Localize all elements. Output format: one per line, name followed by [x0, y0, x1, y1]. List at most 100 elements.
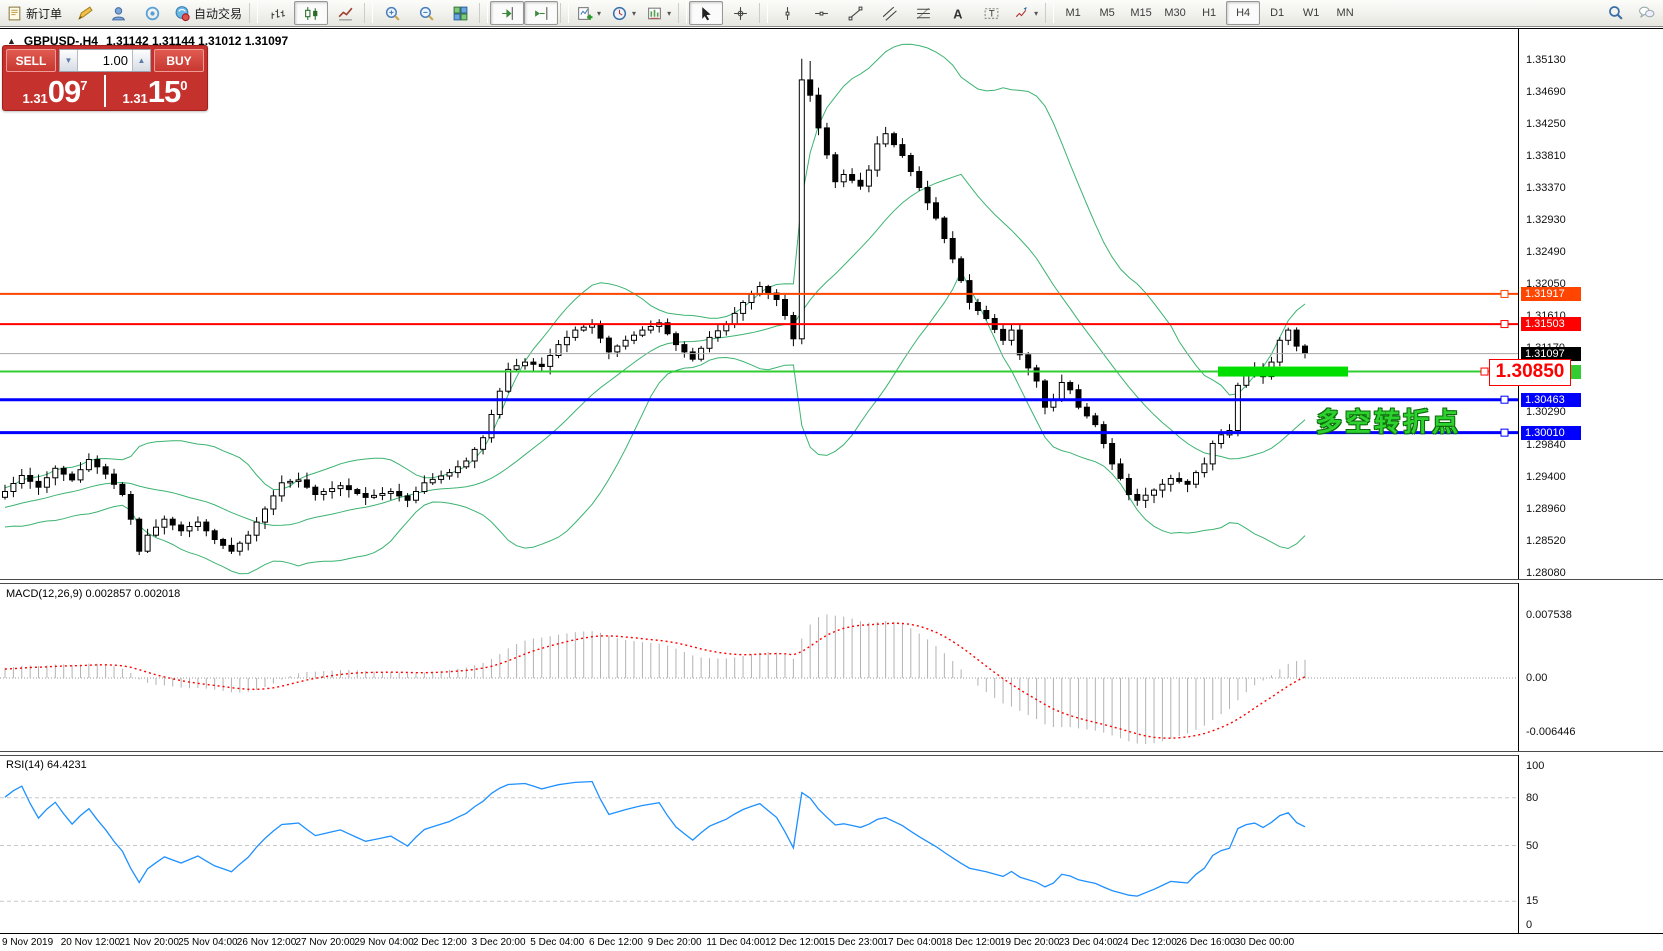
price-tick: 1.28960 [1526, 503, 1566, 515]
auto-trading-label: 自动交易 [194, 6, 243, 21]
arrows-icon [1013, 5, 1030, 22]
fibonacci-button[interactable] [906, 1, 940, 25]
sell-price[interactable]: 1.31 09 7 [6, 75, 106, 107]
indicators-dropdown-icon[interactable]: ▾ [597, 8, 602, 18]
time-label: 19 Dec 20:00 [999, 937, 1060, 948]
line-chart-icon [337, 5, 354, 22]
templates-button[interactable]: ▾ [641, 1, 676, 25]
volume-decrease-button[interactable]: ▼ [60, 50, 78, 71]
tile-windows-button[interactable] [443, 1, 477, 25]
time-label: 26 Nov 12:00 [236, 937, 297, 948]
tf-m30-button[interactable]: M30 [1158, 1, 1192, 25]
time-label: 18 Dec 12:00 [941, 937, 1001, 948]
tf-h4-button[interactable]: H4 [1226, 1, 1261, 25]
arrows-dropdown-icon[interactable]: ▾ [1034, 8, 1039, 18]
volume-increase-button[interactable]: ▲ [132, 50, 150, 71]
sell-button[interactable]: SELL [6, 49, 56, 72]
periods-dropdown-icon[interactable]: ▾ [632, 8, 637, 18]
price-tick: 1.35130 [1526, 54, 1566, 67]
bar-chart-button[interactable] [260, 1, 294, 25]
toolbar-separator [1045, 3, 1055, 23]
profiles-icon [110, 5, 127, 22]
text-icon [949, 5, 966, 22]
rsi-tick: 100 [1526, 760, 1545, 772]
zoom-in-button[interactable] [375, 1, 409, 25]
new-order-button[interactable]: 新订单 [1, 1, 67, 25]
alerts-icon [144, 5, 161, 22]
price-tick: 1.29840 [1526, 439, 1566, 451]
zoom-out-button[interactable] [409, 1, 443, 25]
turning-point-annotation[interactable]: 多空转折点 [1316, 406, 1462, 437]
buy-price[interactable]: 1.31 15 0 [122, 74, 188, 109]
auto-trading-button[interactable]: 自动交易 [169, 1, 247, 25]
time-label: 30 Dec 00:00 [1234, 937, 1295, 948]
text-button[interactable] [940, 1, 974, 25]
tf-m15-label: M15 [1130, 7, 1152, 19]
tf-h1-button[interactable]: H1 [1192, 1, 1226, 25]
time-label: 25 Nov 04:00 [178, 937, 238, 948]
horizontal-line-button[interactable] [804, 1, 838, 25]
tf-d1-label: D1 [1270, 7, 1285, 19]
search-button[interactable] [1607, 4, 1624, 21]
macd-pane[interactable] [0, 583, 1518, 751]
one-click-panel-toggle[interactable]: ▲ [7, 36, 16, 46]
price-callout-label[interactable]: 1.30850 [1489, 358, 1571, 386]
price-chart-canvas [0, 43, 1518, 575]
rsi-tick: 50 [1526, 839, 1539, 852]
profiles-button[interactable] [101, 1, 135, 25]
rsi-tick: 80 [1526, 791, 1539, 804]
macd-axis[interactable]: 0.007538 0.00 -0.006446 [1518, 583, 1663, 751]
trendline-button[interactable] [838, 1, 872, 25]
tf-mn-button[interactable]: MN [1328, 1, 1362, 25]
time-label: 23 Dec 04:00 [1058, 937, 1119, 948]
tf-d1-button[interactable]: D1 [1260, 1, 1294, 25]
indicators-button[interactable]: ▾ [571, 1, 606, 25]
cursor-button[interactable] [689, 1, 724, 25]
periods-button[interactable]: ▾ [606, 1, 641, 25]
trendline-icon [847, 5, 864, 22]
alerts-button[interactable] [135, 1, 169, 25]
chart-shift-button[interactable] [490, 1, 525, 25]
text-label-button[interactable] [974, 1, 1008, 25]
price-tick: 1.28080 [1526, 567, 1566, 579]
chart-shift-icon [499, 5, 516, 22]
candlestick-chart-button[interactable] [294, 1, 329, 25]
buy-button[interactable]: BUY [154, 49, 204, 72]
rsi-tick: 15 [1526, 895, 1539, 908]
macd-tick: 0.00 [1526, 672, 1548, 684]
rsi-tick: 0 [1526, 919, 1533, 931]
time-axis[interactable]: 9 Nov 2019 20 Nov 12:00 21 Nov 20:00 25 Nov… [0, 933, 1663, 951]
time-label: 29 Nov 04:00 [354, 937, 414, 948]
templates-dropdown-icon[interactable]: ▾ [667, 8, 672, 18]
macd-tick: -0.006446 [1526, 725, 1576, 738]
styler-button[interactable] [67, 1, 101, 25]
price-tick: 1.28520 [1526, 535, 1566, 547]
cursor-icon [698, 5, 715, 22]
tf-w1-button[interactable]: W1 [1294, 1, 1328, 25]
price-tick: 1.32490 [1526, 246, 1566, 259]
tf-m15-button[interactable]: M15 [1124, 1, 1158, 25]
tf-h1-label: H1 [1202, 7, 1217, 19]
arrows-button[interactable]: ▾ [1008, 1, 1043, 25]
volume-input[interactable] [78, 50, 132, 71]
price-axis[interactable]: 1.35130 1.34690 1.34250 1.33810 1.33370 1.329… [1518, 29, 1663, 579]
tf-m1-button[interactable]: M1 [1056, 1, 1090, 25]
price-chart-pane[interactable] [0, 29, 1518, 579]
tf-w1-label: W1 [1302, 7, 1320, 19]
time-label: 27 Nov 20:00 [295, 937, 356, 948]
vertical-line-button[interactable] [770, 1, 804, 25]
templates-icon [646, 5, 663, 22]
time-label: 2 Dec 12:00 [412, 937, 467, 948]
line-chart-button[interactable] [328, 1, 362, 25]
community-chat-button[interactable] [1638, 4, 1655, 21]
tf-m5-button[interactable]: M5 [1090, 1, 1124, 25]
pane-splitter[interactable] [0, 751, 1663, 756]
rsi-axis[interactable]: 100 80 50 15 0 [1518, 755, 1663, 933]
equidistant-channel-button[interactable] [872, 1, 906, 25]
crosshair-button[interactable] [723, 1, 757, 25]
rsi-pane[interactable] [0, 755, 1518, 933]
pane-splitter[interactable] [0, 579, 1663, 584]
auto-scroll-button[interactable] [524, 1, 559, 25]
tile-windows-icon [452, 5, 469, 22]
